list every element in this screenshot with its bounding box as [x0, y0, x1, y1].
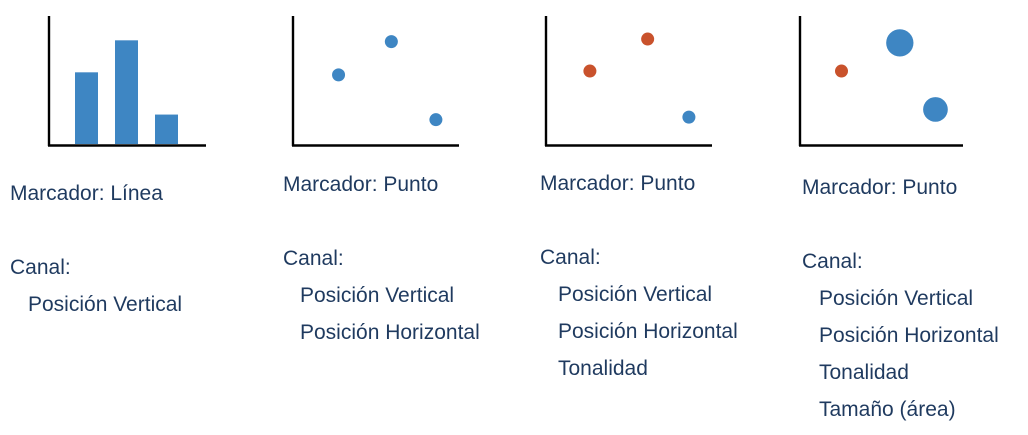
bar — [75, 72, 98, 144]
point-marks — [583, 32, 696, 124]
scatter-chart — [798, 16, 963, 147]
data-point — [332, 68, 346, 82]
channel-item: Posición Vertical — [300, 284, 455, 307]
data-point — [429, 113, 443, 127]
bar — [155, 114, 178, 144]
marker-label: Marcador: Punto — [802, 176, 958, 199]
channel-heading: Canal: — [283, 247, 344, 270]
data-point — [886, 29, 914, 57]
channel-item: Tonalidad — [819, 361, 909, 384]
data-point — [641, 32, 655, 46]
data-point — [835, 64, 848, 78]
bar-marks — [75, 40, 178, 144]
encoding-panel-hue-scatter: Marcador: Punto Canal: Posición Vertical… — [540, 16, 738, 380]
channel-item: Posición Vertical — [28, 293, 183, 316]
marker-label: Marcador: Línea — [10, 182, 163, 205]
point-marks — [332, 35, 443, 127]
data-point — [923, 97, 948, 122]
bar-chart — [47, 16, 206, 147]
data-point — [682, 110, 696, 124]
channel-item: Posición Horizontal — [300, 321, 480, 344]
channel-item: Tamaño (área) — [819, 398, 956, 421]
channel-heading: Canal: — [10, 256, 71, 279]
channel-item: Posición Vertical — [558, 283, 713, 306]
channel-item: Posición Horizontal — [558, 320, 738, 343]
channel-heading: Canal: — [802, 250, 863, 273]
scatter-chart — [291, 16, 459, 147]
marker-label: Marcador: Punto — [283, 173, 439, 196]
encoding-panel-bars: Marcador: Línea Canal: Posición Vertical — [0, 0, 250, 435]
point-marks — [835, 29, 948, 122]
channel-item: Posición Vertical — [819, 287, 974, 310]
data-point — [384, 35, 398, 49]
encoding-panel-position-scatter: Marcador: Punto Canal: Posición Vertical… — [283, 16, 480, 344]
scatter-chart — [544, 16, 712, 147]
bar — [115, 40, 138, 144]
channel-heading: Canal: — [540, 246, 601, 269]
channel-item: Posición Horizontal — [819, 324, 999, 347]
data-point — [583, 64, 597, 78]
marker-label: Marcador: Punto — [540, 172, 696, 195]
channel-item: Tonalidad — [558, 357, 648, 380]
